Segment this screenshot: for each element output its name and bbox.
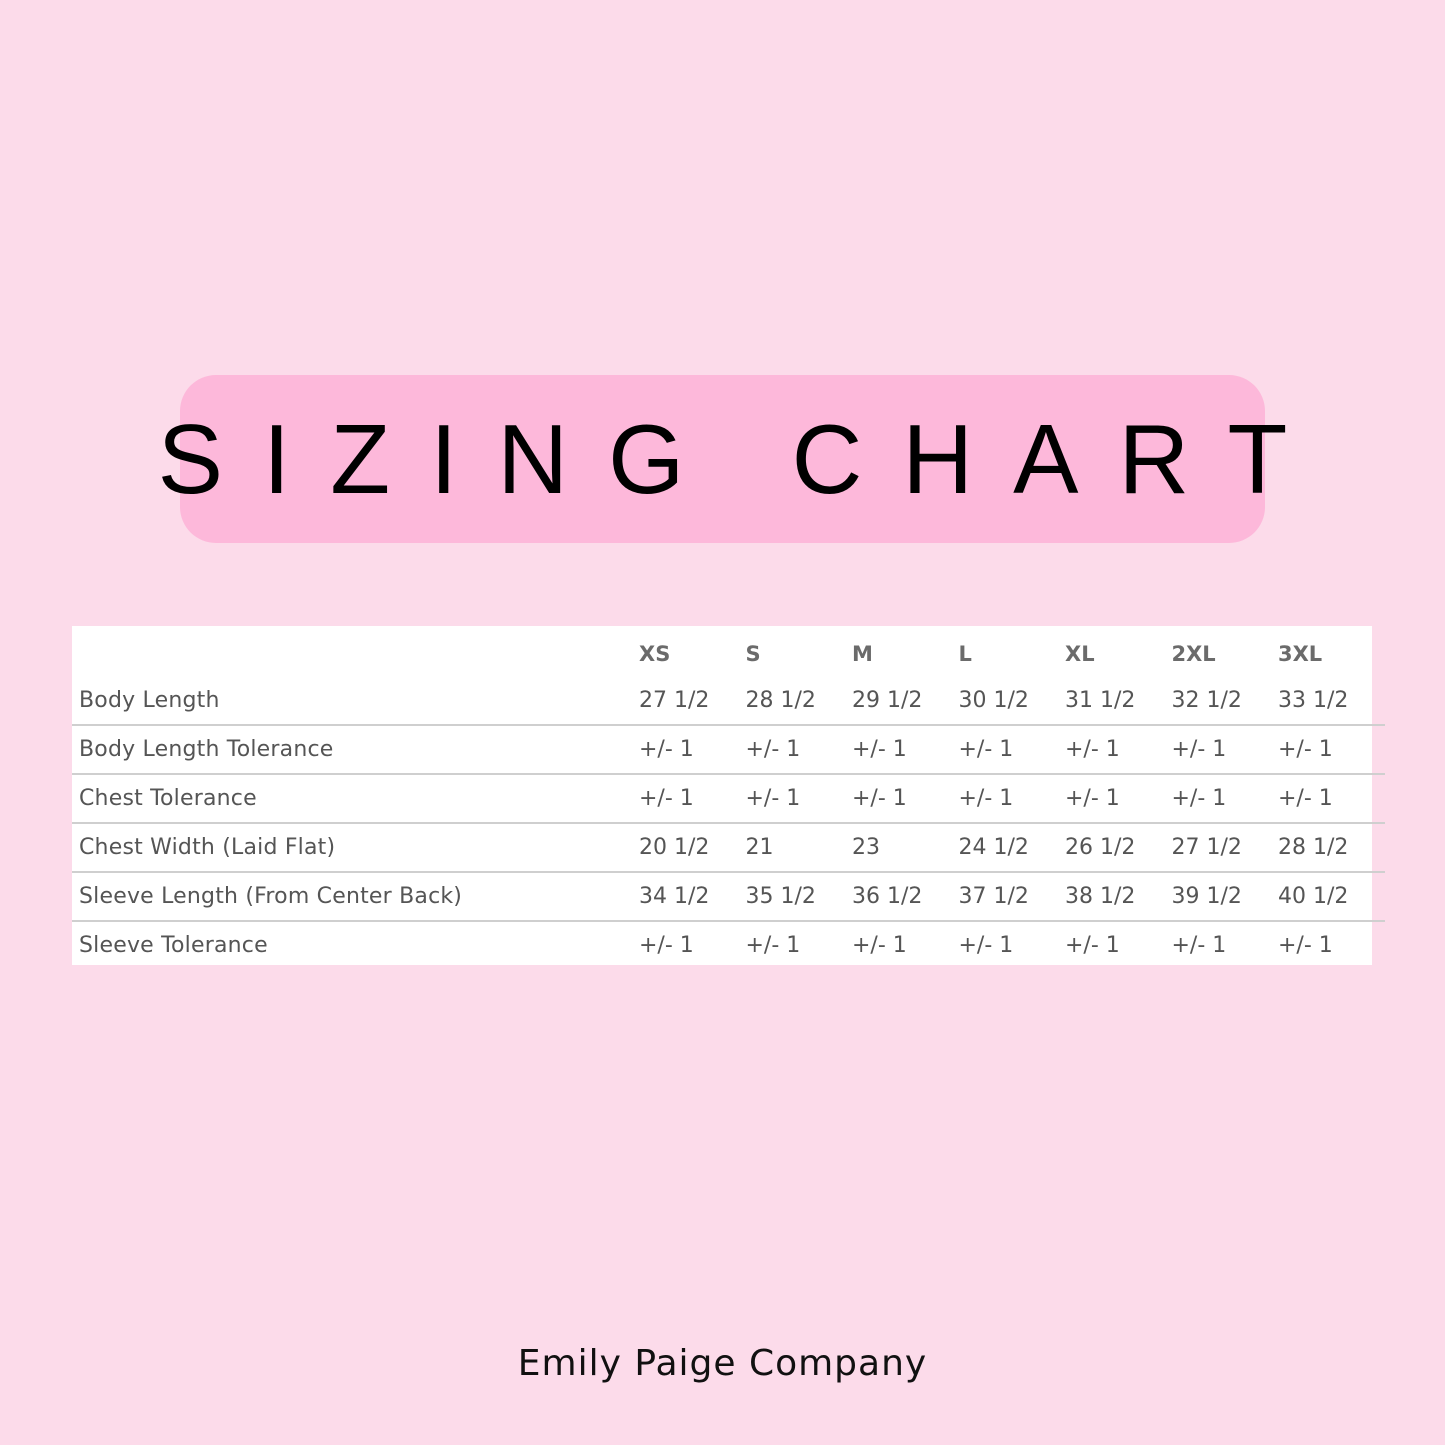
row-label: Chest Width (Laid Flat)	[79, 835, 336, 860]
table-cell: 31 1/2	[1065, 688, 1136, 713]
table-cell: +/- 1	[745, 737, 801, 762]
table-cell: +/- 1	[745, 933, 801, 958]
title-banner: SIZING CHART	[158, 375, 1287, 543]
table-cell: +/- 1	[958, 786, 1014, 811]
table-cell: 38 1/2	[1065, 884, 1136, 909]
table-cell: +/- 1	[1171, 737, 1227, 762]
table-cell: 27 1/2	[1171, 835, 1242, 860]
table-row: Body Length Tolerance +/- 1 +/- 1 +/- 1 +/- …	[72, 725, 1385, 774]
row-label: Body Length	[79, 688, 220, 713]
table-cell: 37 1/2	[958, 884, 1029, 909]
table-cell: +/- 1	[1065, 933, 1120, 958]
table-cell: +/- 1	[639, 737, 694, 762]
column-header-s: S	[745, 641, 761, 666]
column-header-2xl: 2XL	[1171, 641, 1216, 666]
table-cell: +/- 1	[639, 933, 694, 958]
table-cell: +/- 1	[852, 933, 907, 958]
table-cell: 34 1/2	[639, 884, 710, 909]
table-cell: 40 1/2	[1278, 884, 1349, 909]
table-cell: +/- 1	[958, 933, 1014, 958]
brand-footer: Emily Paige Company	[517, 1343, 928, 1384]
table-cell: +/- 1	[1171, 786, 1227, 811]
table-row: Chest Tolerance +/- 1 +/- 1 +/- 1 +/- 1 +/- 1…	[72, 774, 1385, 823]
column-header-xs: XS	[639, 641, 671, 666]
table-cell: 24 1/2	[958, 835, 1029, 860]
table-cell: +/- 1	[1278, 786, 1333, 811]
row-label: Sleeve Tolerance	[79, 933, 268, 958]
table-cell: 35 1/2	[745, 884, 816, 909]
table-cell: +/- 1	[1065, 737, 1120, 762]
sizing-table: XS S M L XL 2XL 3XL Body Length 27 1/2 28 1/2 29 …	[72, 626, 1385, 965]
table-row: Sleeve Tolerance +/- 1 +/- 1 +/- 1 +/- 1 +/- …	[72, 921, 1385, 969]
table-cell: +/- 1	[852, 737, 907, 762]
table-cell: +/- 1	[1278, 933, 1333, 958]
row-label: Sleeve Length (From Center Back)	[79, 884, 463, 909]
table-cell: 27 1/2	[639, 688, 710, 713]
table-cell: 32 1/2	[1171, 688, 1242, 713]
column-header-xl: XL	[1065, 641, 1095, 666]
table-cell: 33 1/2	[1278, 688, 1349, 713]
table-cell: 21	[745, 835, 774, 860]
table-cell: 26 1/2	[1065, 835, 1136, 860]
column-header-l: L	[958, 641, 972, 666]
row-label: Chest Tolerance	[79, 786, 257, 811]
table-cell: 36 1/2	[852, 884, 923, 909]
table-cell: +/- 1	[958, 737, 1014, 762]
table-cell: 23	[852, 835, 880, 860]
table-cell: +/- 1	[1065, 786, 1120, 811]
table-cell: +/- 1	[745, 786, 801, 811]
table-cell: +/- 1	[1171, 933, 1227, 958]
row-label: Body Length Tolerance	[79, 737, 334, 762]
table-cell: 29 1/2	[852, 688, 923, 713]
column-header-3xl: 3XL	[1278, 641, 1323, 666]
table-cell: +/- 1	[639, 786, 694, 811]
table-cell: +/- 1	[852, 786, 907, 811]
header-blank	[72, 626, 639, 677]
column-header-m: M	[852, 641, 873, 666]
table-cell: +/- 1	[1278, 737, 1333, 762]
table-cell: 28 1/2	[1278, 835, 1349, 860]
table-row: Body Length 27 1/2 28 1/2 29 1/2 30 1/2 31 1/…	[72, 677, 1385, 725]
table-cell: 30 1/2	[958, 688, 1029, 713]
table-row: Chest Width (Laid Flat) 20 1/2 21 23 24 1/2 2…	[72, 823, 1385, 872]
table-header-row: XS S M L XL 2XL 3XL	[72, 626, 1385, 677]
table-row: Sleeve Length (From Center Back) 34 1/2 35…	[72, 872, 1385, 921]
page-title: SIZING CHART	[157, 403, 1328, 514]
table-cell: 20 1/2	[639, 835, 710, 860]
table-cell: 39 1/2	[1171, 884, 1242, 909]
table-cell: 28 1/2	[745, 688, 816, 713]
